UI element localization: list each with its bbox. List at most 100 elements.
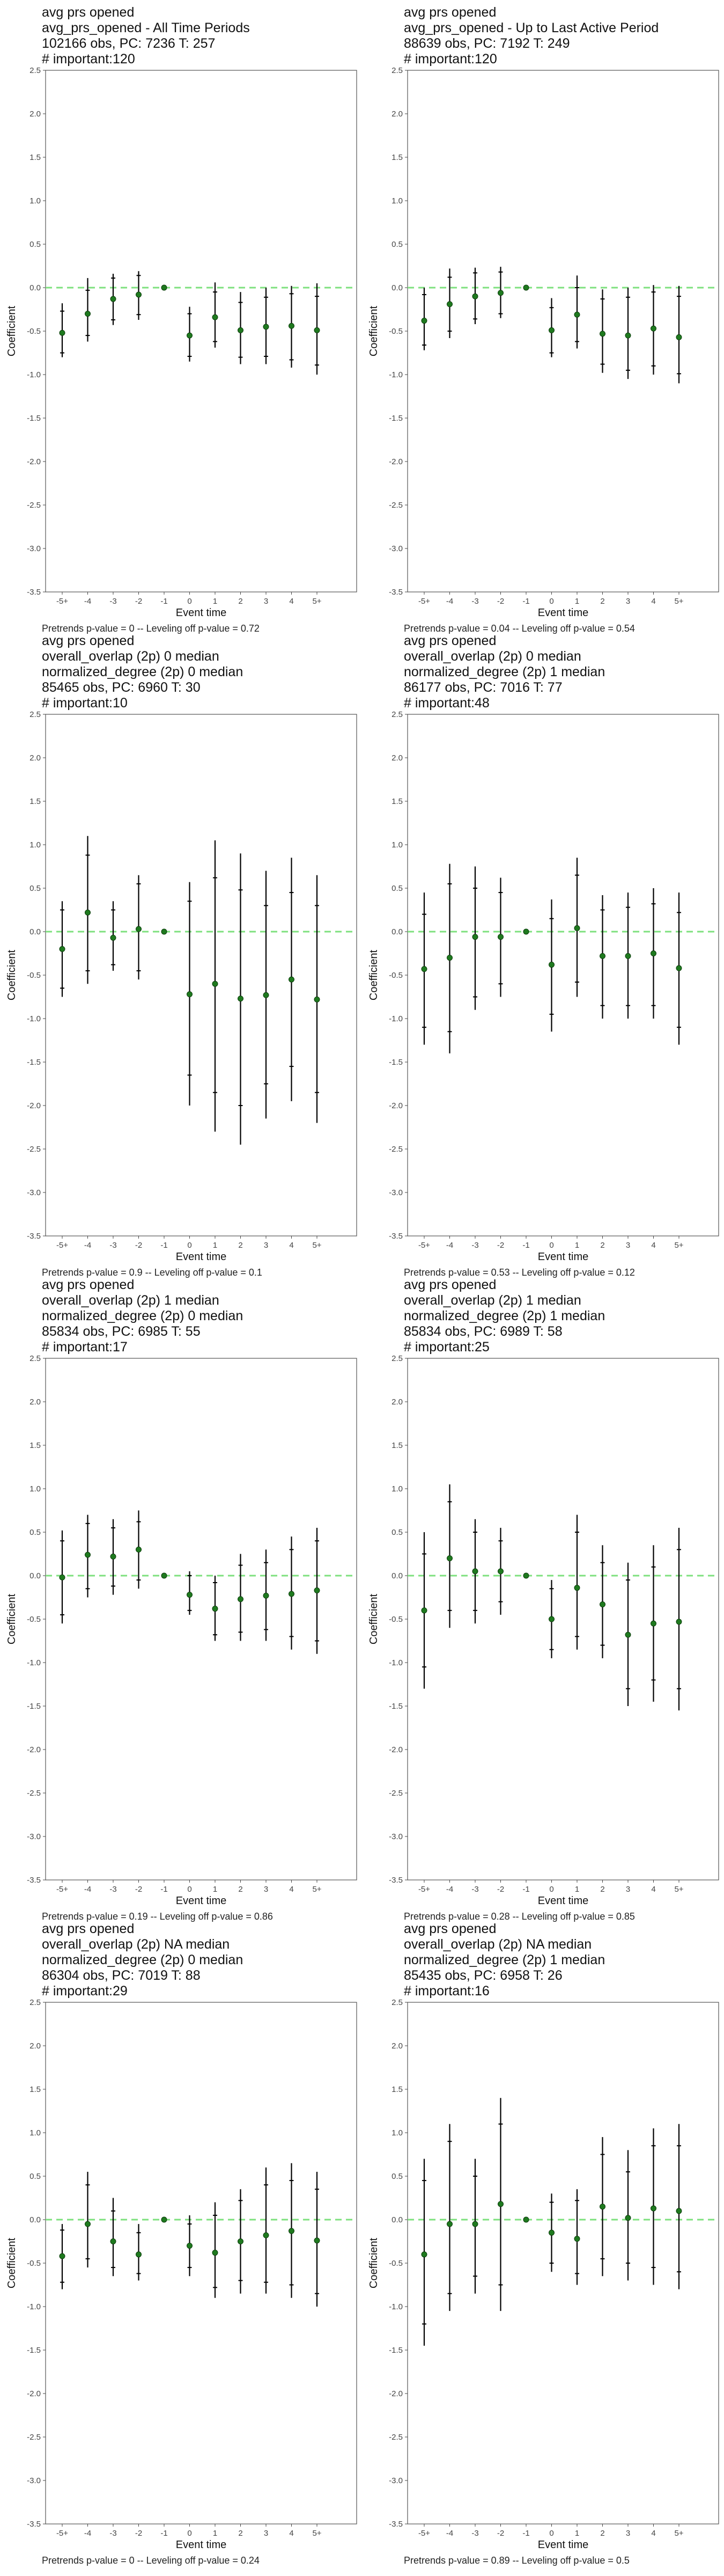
y-tick-label: 2.5 <box>29 1354 41 1363</box>
y-tick-label: -2.5 <box>27 501 41 510</box>
chart-title-line: 86304 obs, PC: 7019 T: 88 <box>42 1968 201 1983</box>
x-tick-label: 3 <box>264 2529 268 2538</box>
x-tick-label: 0 <box>549 1885 553 1894</box>
x-tick-label: 1 <box>213 1885 217 1894</box>
chart-title-line: normalized_degree (2p) 0 median <box>42 1952 243 1967</box>
chart-title-line: avg prs opened <box>42 5 135 20</box>
chart-title: avg prs opened avg_prs_opened - Up to Las… <box>404 5 659 67</box>
chart-title-line: avg prs opened <box>404 1921 497 1936</box>
estimate-point <box>289 323 294 329</box>
y-tick-label: -3.0 <box>27 1832 41 1841</box>
y-tick-label: 1.0 <box>29 196 41 206</box>
y-tick-label: 1.5 <box>29 2085 41 2094</box>
x-tick-label: 3 <box>264 597 268 606</box>
y-tick-label: -2.5 <box>27 1789 41 1798</box>
x-tick-label: -3 <box>109 1241 116 1250</box>
y-tick-label: 2.0 <box>391 2041 403 2051</box>
chart-title-line: avg prs opened <box>404 633 497 648</box>
y-tick-label: -3.5 <box>389 1232 403 1241</box>
y-tick-label: -2.0 <box>27 2389 41 2398</box>
y-tick-label: 1.5 <box>391 1441 403 1450</box>
estimate-point <box>498 2201 504 2207</box>
y-tick-label: -2.0 <box>27 1101 41 1110</box>
x-tick-label: 4 <box>651 1885 655 1894</box>
chart-title-line: overall_overlap (2p) 1 median <box>404 1293 581 1308</box>
y-tick-label: -1.0 <box>389 370 403 379</box>
estimate-point <box>161 2216 167 2223</box>
estimate-point <box>523 1572 529 1579</box>
chart-panel: avg prs opened overall_overlap (2p) 0 med… <box>0 633 362 1288</box>
chart-panel: avg prs opened overall_overlap (2p) NA me… <box>0 1921 362 2576</box>
y-tick-label: 0.0 <box>391 927 403 936</box>
x-axis-label: Event time <box>538 1251 588 1263</box>
x-tick-label: 2 <box>600 597 604 606</box>
x-axis-label: Event time <box>176 2539 226 2551</box>
estimate-point <box>59 946 65 952</box>
y-tick-label: 0.5 <box>29 1528 41 1537</box>
estimate-point <box>600 1601 605 1607</box>
y-tick-label: -3.5 <box>27 1232 41 1241</box>
estimate-point <box>523 928 529 935</box>
chart-title-line: 88639 obs, PC: 7192 T: 249 <box>404 36 570 51</box>
x-tick-label: -2 <box>497 597 504 606</box>
y-tick-label: -3.0 <box>27 544 41 553</box>
estimate-point <box>625 2215 631 2221</box>
chart-title-line: normalized_degree (2p) 1 median <box>404 664 605 679</box>
x-tick-label: 0 <box>549 597 553 606</box>
estimate-point <box>549 327 555 333</box>
estimate-point <box>136 291 142 298</box>
estimate-point <box>212 980 218 987</box>
chart-title-line: avg prs opened <box>404 5 497 20</box>
y-tick-label: -2.5 <box>389 2433 403 2442</box>
chart-title-line: # important:17 <box>42 1340 128 1355</box>
estimate-point <box>472 934 478 940</box>
y-tick-label: -1.5 <box>27 1058 41 1067</box>
y-axis-label: Coefficient <box>6 949 18 1000</box>
x-tick-label: -4 <box>84 2529 91 2538</box>
x-tick-label: 5+ <box>312 1885 321 1894</box>
x-tick-label: 3 <box>264 1885 268 1894</box>
x-tick-label: -1 <box>522 597 529 606</box>
estimate-point <box>625 1631 631 1638</box>
estimate-point <box>314 327 320 333</box>
y-tick-label: 2.5 <box>391 1998 403 2007</box>
y-tick-label: -2.0 <box>389 457 403 466</box>
estimate-point <box>421 966 427 972</box>
plot-frame <box>45 714 357 1236</box>
chart-title-line: 85465 obs, PC: 6960 T: 30 <box>42 680 201 695</box>
estimate-point <box>651 950 656 956</box>
y-tick-label: -0.5 <box>27 327 41 336</box>
y-tick-label: 2.5 <box>29 710 41 719</box>
x-tick-label: 3 <box>626 1885 630 1894</box>
y-tick-label: -3.0 <box>389 1832 403 1841</box>
estimate-point <box>110 1553 116 1560</box>
x-tick-label: -2 <box>497 2529 504 2538</box>
estimate-point <box>59 1574 65 1580</box>
estimate-point <box>549 1616 555 1622</box>
y-tick-label: -3.0 <box>27 1188 41 1197</box>
y-tick-label: 0.5 <box>391 240 403 249</box>
estimate-point <box>110 934 116 941</box>
chart-title: avg prs opened overall_overlap (2p) 1 med… <box>42 1277 243 1355</box>
estimate-point <box>289 2228 294 2234</box>
estimate-point <box>136 926 142 932</box>
estimate-point <box>421 318 427 324</box>
y-axis-label: Coefficient <box>6 1593 18 1644</box>
pvalue-footer: Pretrends p-value = 0.19 -- Leveling off… <box>42 1911 273 1922</box>
estimate-point <box>136 1546 142 1553</box>
estimate-point <box>289 1591 294 1597</box>
chart-title-line: normalized_degree (2p) 0 median <box>42 664 243 679</box>
y-tick-label: -2.0 <box>389 2389 403 2398</box>
y-tick-label: 0.0 <box>391 1571 403 1580</box>
estimate-point <box>85 311 91 317</box>
estimate-point <box>472 1568 478 1575</box>
estimate-point <box>651 2205 656 2212</box>
estimate-point <box>549 962 555 968</box>
chart-title-line: 102166 obs, PC: 7236 T: 257 <box>42 36 216 51</box>
estimate-point <box>447 2221 453 2227</box>
chart-title-line: avg_prs_opened - All Time Periods <box>42 20 250 35</box>
chart-title-line: normalized_degree (2p) 1 median <box>404 1308 605 1323</box>
y-tick-label: -1.5 <box>389 1702 403 1711</box>
y-tick-label: -1.0 <box>389 2302 403 2311</box>
x-tick-label: -1 <box>160 597 167 606</box>
